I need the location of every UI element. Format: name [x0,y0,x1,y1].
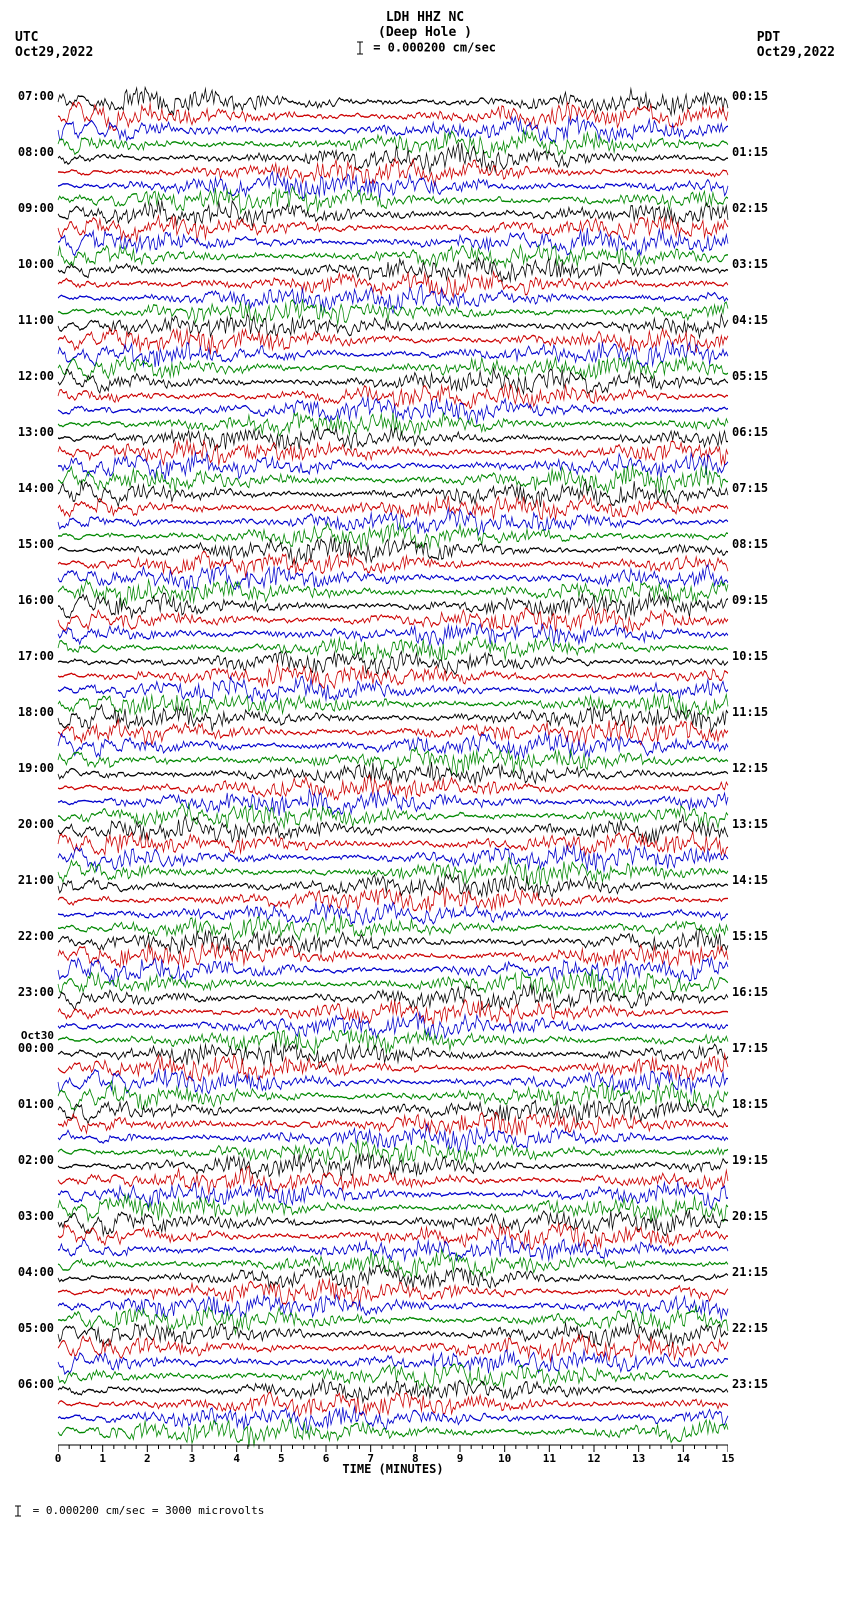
utc-hour-label: 06:00 [4,1377,54,1391]
utc-hour-label: 07:00 [4,89,54,103]
trace-waveform [58,1418,728,1446]
utc-hour-label: 12:00 [4,369,54,383]
utc-hour-label: 04:00 [4,1265,54,1279]
utc-hour-label: 15:00 [4,537,54,551]
utc-hour-label: 10:00 [4,257,54,271]
pdt-hour-label: 07:15 [732,481,768,495]
scale-bar-icon [354,40,366,56]
pdt-hour-label: 21:15 [732,1265,768,1279]
pdt-hour-label: 06:15 [732,425,768,439]
utc-hour-label: 09:00 [4,201,54,215]
right-timezone: PDT Oct29,2022 [757,30,835,60]
scale-indicator: = 0.000200 cm/sec [10,40,840,56]
header: UTC Oct29,2022 PDT Oct29,2022 LDH HHZ NC… [10,10,840,80]
pdt-hour-label: 08:15 [732,537,768,551]
utc-hour-label: 08:00 [4,145,54,159]
utc-hour-label: 00:00 [4,1041,54,1055]
x-axis-title: TIME (MINUTES) [58,1462,728,1476]
tz-right-date: Oct29,2022 [757,45,835,60]
pdt-hour-label: 03:15 [732,257,768,271]
scale-bar-icon-footer [10,1505,26,1517]
left-timezone: UTC Oct29,2022 [15,30,93,60]
trace-row [58,1425,728,1439]
pdt-hour-label: 17:15 [732,1041,768,1055]
pdt-hour-label: 09:15 [732,593,768,607]
utc-hour-label: 19:00 [4,761,54,775]
footer: = 0.000200 cm/sec = 3000 microvolts [10,1504,840,1517]
pdt-hour-label: 13:15 [732,817,768,831]
utc-hour-label: 17:00 [4,649,54,663]
seismogram-plot: 07:0000:1508:0001:1509:0002:1510:0003:15… [10,85,830,1484]
pdt-hour-label: 14:15 [732,873,768,887]
pdt-hour-label: 11:15 [732,705,768,719]
utc-hour-label: 11:00 [4,313,54,327]
tz-left-label: UTC [15,30,38,45]
utc-hour-label: 03:00 [4,1209,54,1223]
tz-left-date: Oct29,2022 [15,45,93,60]
tz-right-label: PDT [757,30,780,45]
utc-hour-label: 02:00 [4,1153,54,1167]
utc-hour-label: 16:00 [4,593,54,607]
pdt-hour-label: 16:15 [732,985,768,999]
utc-hour-label: 14:00 [4,481,54,495]
pdt-hour-label: 23:15 [732,1377,768,1391]
pdt-hour-label: 18:15 [732,1097,768,1111]
utc-hour-label: 01:00 [4,1097,54,1111]
pdt-hour-label: 12:15 [732,761,768,775]
utc-hour-label: 05:00 [4,1321,54,1335]
pdt-hour-label: 15:15 [732,929,768,943]
utc-hour-label: 21:00 [4,873,54,887]
utc-hour-label: 13:00 [4,425,54,439]
utc-hour-label: 23:00 [4,985,54,999]
pdt-hour-label: 19:15 [732,1153,768,1167]
pdt-hour-label: 02:15 [732,201,768,215]
pdt-hour-label: 22:15 [732,1321,768,1335]
pdt-hour-label: 01:15 [732,145,768,159]
pdt-hour-label: 00:15 [732,89,768,103]
x-axis: 0123456789101112131415TIME (MINUTES) [58,1444,728,1474]
station-name: (Deep Hole ) [10,25,840,40]
pdt-hour-label: 05:15 [732,369,768,383]
title-block: LDH HHZ NC (Deep Hole ) = 0.000200 cm/se… [10,10,840,56]
utc-hour-label: 20:00 [4,817,54,831]
scale-text: = 0.000200 cm/sec [373,41,496,55]
pdt-hour-label: 20:15 [732,1209,768,1223]
footer-text: = 0.000200 cm/sec = 3000 microvolts [33,1504,265,1517]
station-code: LDH HHZ NC [10,10,840,25]
pdt-hour-label: 04:15 [732,313,768,327]
utc-hour-label: 18:00 [4,705,54,719]
pdt-hour-label: 10:15 [732,649,768,663]
utc-hour-label: 22:00 [4,929,54,943]
